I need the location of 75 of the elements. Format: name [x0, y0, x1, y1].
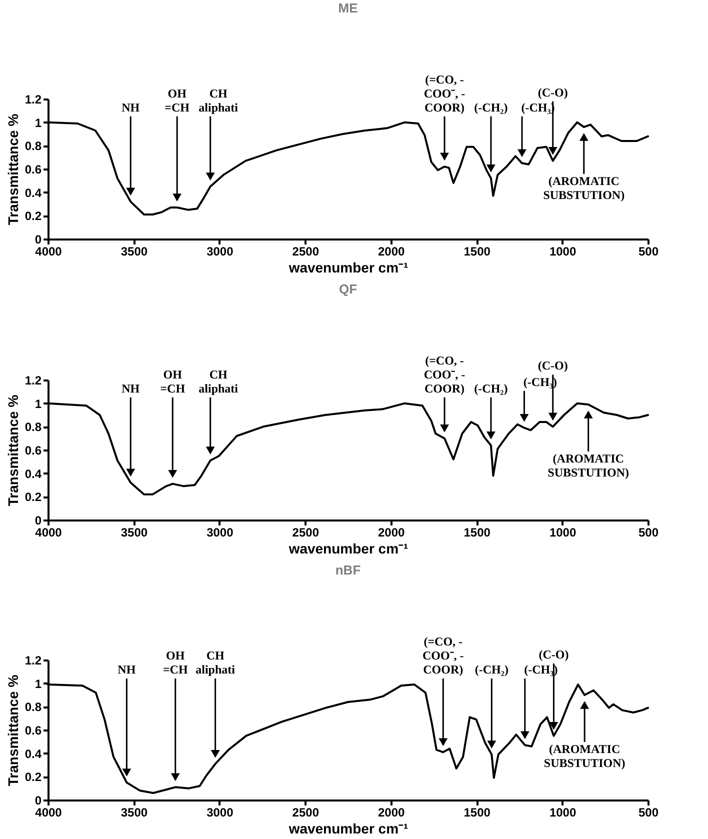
x-tick-label: 1500 — [464, 526, 491, 540]
x-tick-label: 3500 — [120, 526, 148, 540]
annotation: (-CH₂) — [474, 100, 508, 114]
y-axis-title: Transmittance % — [4, 394, 21, 506]
annotation: (-CH₂) — [474, 662, 508, 676]
x-axis-title: wavenumber cm⁻¹ — [288, 820, 409, 836]
x-tick-label: 4000 — [35, 526, 62, 540]
annotation: OH =CH — [162, 648, 188, 676]
annotation: (C-O) — [538, 648, 569, 662]
y-tick-label: 0.8 — [24, 420, 42, 434]
y-tick-label: 0.6 — [24, 444, 42, 458]
x-tick-label: 500 — [638, 526, 659, 540]
x-tick-label: 2000 — [378, 526, 406, 540]
y-tick-label: 0 — [34, 794, 42, 808]
x-tick-label: 2500 — [292, 526, 320, 540]
x-tick-label: 2500 — [292, 244, 320, 258]
y-tick-label: 1.2 — [24, 374, 42, 388]
x-tick-label: 1500 — [464, 806, 491, 820]
y-tick-label: 0.4 — [24, 186, 42, 200]
x-tick-label: 2000 — [378, 806, 406, 820]
x-tick-label: 1000 — [549, 526, 576, 540]
x-tick-label: 3500 — [120, 806, 148, 820]
y-tick-label: 0.2 — [24, 770, 42, 784]
annotation: OH =CH — [164, 86, 190, 114]
x-tick-label: 3500 — [120, 244, 148, 258]
y-tick-label: 0 — [34, 232, 42, 246]
annotation: CH aliphati — [198, 367, 239, 396]
x-tick-label: 3000 — [206, 526, 234, 540]
x-tick-label: 1500 — [464, 244, 491, 258]
y-tick-label: 0.2 — [24, 209, 42, 224]
annotation: OH =CH — [160, 367, 186, 396]
annotation: (C-O) — [538, 358, 568, 373]
annotation: NH — [118, 662, 136, 676]
x-tick-label: 2000 — [378, 244, 406, 258]
x-tick-label: 3000 — [206, 244, 234, 258]
annotation: (AROMATIC SUBSTUTION) — [543, 174, 625, 202]
x-tick-label: 1000 — [549, 806, 576, 820]
annotation: NH — [122, 100, 140, 114]
x-tick-label: 2500 — [292, 806, 320, 820]
x-tick-label: 1000 — [549, 244, 576, 258]
y-tick-label: 0.8 — [24, 700, 42, 714]
x-tick-label: 3000 — [206, 806, 234, 820]
y-tick-label: 1 — [34, 116, 42, 130]
y-tick-label: 1.2 — [24, 92, 42, 106]
chart-title: ME — [338, 0, 358, 16]
annotation: (AROMATIC SUBSTUTION) — [548, 452, 630, 480]
y-tick-label: 0.4 — [24, 466, 42, 481]
annotation: CH aliphati — [198, 86, 239, 114]
y-tick-label: 0.6 — [24, 724, 42, 738]
annotation: NH — [122, 381, 140, 396]
chart-title: nBF — [335, 562, 361, 578]
annotation: (AROMATIC SUBSTUTION) — [544, 742, 626, 770]
annotation: (-CH₂) — [474, 381, 508, 396]
annotation: (C-O) — [538, 85, 568, 100]
y-tick-label: 1 — [34, 676, 42, 691]
x-tick-label: 500 — [638, 806, 659, 820]
y-tick-label: 0.4 — [24, 746, 42, 761]
x-axis-title: wavenumber cm⁻¹ — [288, 260, 409, 276]
y-tick-label: 0.6 — [24, 162, 42, 176]
annotation: (=CO, - COO⁻, - COOR) — [424, 353, 466, 396]
annotation: (=CO, - COO⁻, - COOR) — [424, 72, 466, 114]
y-axis-title: Transmittance % — [4, 674, 21, 786]
y-tick-label: 1.2 — [24, 654, 42, 668]
annotation: CH aliphati — [196, 648, 236, 676]
x-tick-label: 4000 — [35, 244, 62, 258]
y-tick-label: 0.8 — [24, 139, 42, 154]
x-axis-title: wavenumber cm⁻¹ — [288, 540, 409, 556]
y-axis-title: Transmittance % — [4, 113, 21, 226]
chart-title: QF — [338, 281, 358, 296]
x-tick-label: 4000 — [35, 806, 62, 820]
y-tick-label: 1 — [34, 396, 42, 411]
x-tick-label: 500 — [638, 244, 659, 258]
y-tick-label: 0 — [34, 514, 42, 528]
y-tick-label: 0.2 — [24, 490, 42, 504]
annotation: (=CO, - COO⁻, - COOR) — [422, 634, 464, 676]
